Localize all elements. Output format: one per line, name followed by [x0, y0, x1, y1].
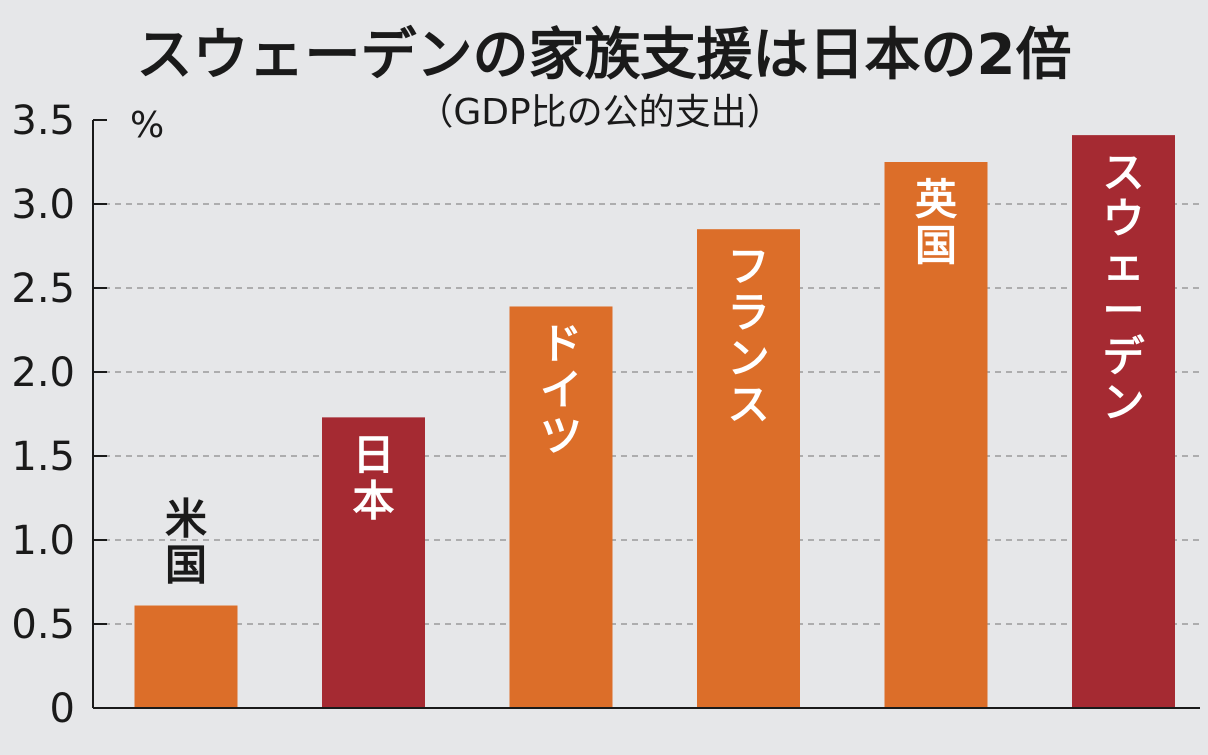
bar-labels: 米国 日本 ドイツ フランス 英国 スウェーデン	[165, 148, 1146, 589]
bar-label: ドイツ	[540, 319, 582, 460]
y-tick-label: 1.5	[11, 434, 75, 480]
y-tick-label: 2.0	[11, 350, 75, 396]
y-axis: 0 0.5 1.0 1.5 2.0 2.5 3.0 3.5	[11, 98, 1200, 732]
bar-label: 米国	[165, 495, 207, 590]
bar-label: フランス	[727, 242, 769, 429]
bar	[1072, 135, 1175, 708]
y-tick-label: 0.5	[11, 602, 75, 648]
y-axis-unit: %	[130, 105, 164, 146]
bar-label: 日本	[352, 430, 394, 525]
bars	[134, 135, 1175, 708]
bar-label: 英国	[915, 175, 958, 270]
bar	[884, 162, 988, 708]
gridlines	[93, 203, 1200, 625]
y-tick-label: 3.0	[11, 182, 75, 228]
y-tick-label: 1.0	[11, 518, 75, 564]
bar-label: スウェーデン	[1102, 148, 1145, 427]
bar	[509, 306, 613, 708]
chart-subtitle: （GDP比の公的支出）	[417, 92, 782, 133]
bar	[697, 229, 800, 708]
y-tick-label: 0	[50, 686, 75, 732]
bar	[322, 417, 425, 708]
chart-title: スウェーデンの家族支援は日本の2倍	[137, 23, 1072, 88]
y-tick-label: 3.5	[11, 98, 75, 144]
y-tick-label: 2.5	[11, 266, 75, 312]
bar	[134, 605, 238, 708]
